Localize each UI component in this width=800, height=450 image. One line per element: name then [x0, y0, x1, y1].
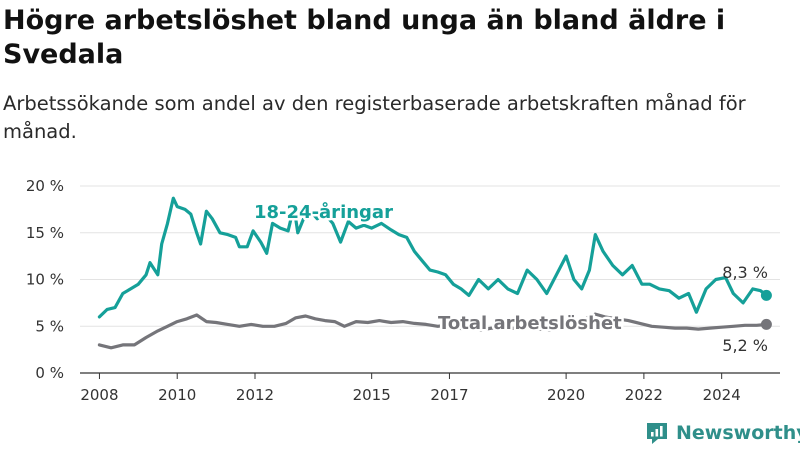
y-tick-label: 0 % [35, 364, 64, 382]
brand-logo: Newsworthy [644, 418, 800, 448]
series-line-total [97, 312, 768, 350]
y-tick-label: 10 % [26, 271, 64, 289]
series-label-18-24: 18-24-åringar [254, 201, 393, 223]
end-point-total [760, 318, 772, 330]
x-tick-label: 2024 [703, 386, 741, 404]
y-tick-label: 20 % [26, 177, 64, 195]
x-tick-label: 2022 [625, 386, 663, 404]
x-tick-label: 2017 [430, 386, 468, 404]
x-tick-label: 2012 [236, 386, 274, 404]
x-tick-label: 2010 [158, 386, 196, 404]
x-tick-label: 2015 [353, 386, 391, 404]
series-label-total: Total arbetslöshet [438, 313, 622, 334]
x-tick-label: 2020 [547, 386, 585, 404]
chart-title: Högre arbetslöshet bland unga än bland ä… [3, 5, 726, 70]
brand-name: Newsworthy [676, 422, 800, 444]
end-label-18-24: 8,3 % [722, 263, 768, 282]
y-tick-label: 5 % [35, 317, 64, 335]
y-tick-label: 15 % [26, 224, 64, 242]
chart-subtitle: Arbetssökande som andel av den registerb… [3, 92, 746, 143]
end-point-18-24 [760, 289, 772, 301]
newsworthy-logo-icon [647, 423, 667, 444]
series-line-18-24 [97, 196, 768, 319]
x-tick-label: 2008 [80, 386, 118, 404]
end-label-total: 5,2 % [722, 336, 768, 355]
